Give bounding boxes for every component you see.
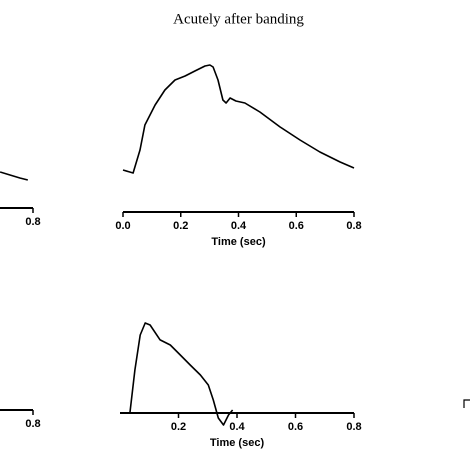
- chart-title: Acutely after banding: [173, 11, 304, 27]
- x-tick-label: 0.8: [25, 418, 40, 430]
- axis-fragment: [463, 399, 470, 408]
- x-tick-label: 0.8: [346, 421, 361, 433]
- x-axis-label: Time (sec): [210, 437, 265, 449]
- x-tick-label: 0.4: [229, 421, 245, 433]
- x-tick-label: 0.8: [346, 220, 361, 232]
- line-series: [122, 64, 355, 174]
- line-series: [0, 171, 28, 181]
- x-tick-label: 0.2: [171, 421, 186, 433]
- x-tick-label: 0.4: [231, 220, 247, 232]
- x-tick-label: 0.8: [25, 216, 40, 228]
- x-axis-label: Time (sec): [211, 236, 266, 248]
- x-tick-label: 0.2: [173, 220, 188, 232]
- line-series: [129, 322, 234, 426]
- x-tick-label: 0.6: [289, 220, 304, 232]
- x-tick-label: 0.0: [115, 220, 130, 232]
- x-tick-label: 0.6: [288, 421, 303, 433]
